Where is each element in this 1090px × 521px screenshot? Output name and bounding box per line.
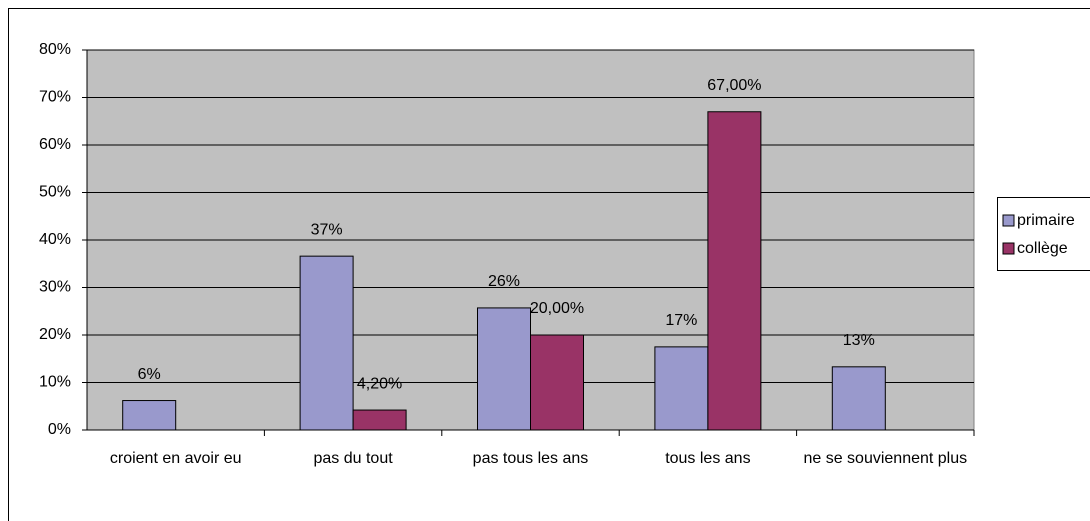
x-tick-label: tous les ans [665,450,751,467]
data-label: 17% [665,312,697,329]
x-tick-label: pas du tout [313,450,393,467]
data-label: 20,00% [530,300,584,317]
legend-swatch [1002,242,1015,255]
bar [831,366,886,431]
data-label: 4,20% [357,375,402,392]
x-tick-label: ne se souviennent plus [803,450,968,467]
bar [122,400,177,431]
bar [707,111,762,431]
data-label: 6% [138,366,161,383]
legend-label: primaire [1017,212,1075,229]
data-label: 37% [311,221,343,238]
y-tick-label: 20% [39,326,71,343]
bar [477,307,531,431]
bar [299,255,354,431]
legend-label: collège [1017,240,1068,257]
y-tick-label: 60% [39,136,71,153]
y-tick-label: 70% [39,89,71,106]
y-tick-label: 40% [39,231,71,248]
bar [654,346,709,431]
y-tick-label: 30% [39,279,71,296]
legend-swatch [1002,214,1015,227]
data-label: 13% [843,332,875,349]
legend-box [997,197,1090,271]
y-tick-label: 10% [39,374,71,391]
data-label: 26% [488,273,520,290]
data-label: 67,00% [707,77,761,94]
y-tick-label: 50% [39,184,71,201]
bar [530,334,584,431]
x-tick-label: croient en avoir eu [109,450,242,467]
y-tick-label: 0% [48,421,71,438]
bar [352,409,407,431]
x-tick-label: pas tous les ans [472,450,589,467]
y-tick-label: 80% [39,41,71,58]
